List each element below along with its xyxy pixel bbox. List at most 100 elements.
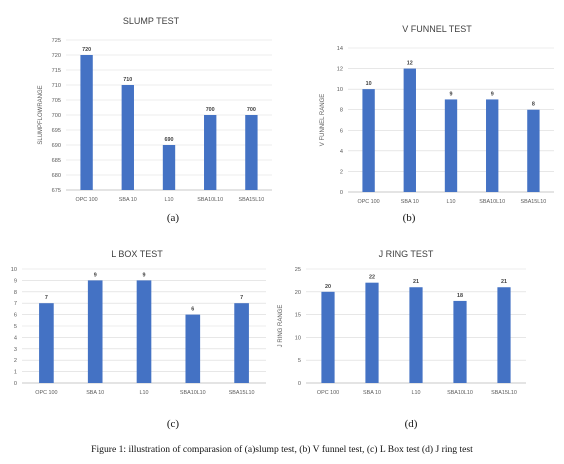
- y-tick-label: 3: [14, 347, 17, 353]
- y-tick-label: 685: [52, 158, 61, 164]
- x-tick-label: SBA10L10: [479, 199, 505, 205]
- x-tick-label: SBA 10: [119, 197, 137, 203]
- y-axis-label: V FUNNEL RANGE: [320, 94, 326, 146]
- chart-title: J RING TEST: [379, 249, 434, 259]
- x-tick-label: SBA10L10: [180, 390, 206, 396]
- x-tick-label: SBA 10: [401, 199, 419, 205]
- y-tick-label: 705: [52, 98, 61, 104]
- sub-label-c: (c): [166, 418, 180, 430]
- chart-title: V FUNNEL TEST: [402, 24, 472, 34]
- y-tick-label: 8: [14, 290, 17, 296]
- y-tick-label: 10: [11, 267, 17, 273]
- y-tick-label: 20: [295, 290, 301, 296]
- data-label: 22: [369, 275, 375, 281]
- data-label: 10: [366, 81, 372, 87]
- y-tick-label: 715: [52, 68, 61, 74]
- x-tick-label: SBA10L10: [447, 390, 473, 396]
- x-tick-label: SBA15L10: [491, 390, 517, 396]
- x-tick-label: L10: [412, 390, 421, 396]
- y-tick-label: 695: [52, 128, 61, 134]
- x-tick-label: OPC 100: [76, 197, 98, 203]
- bar: [527, 109, 540, 192]
- x-tick-label: SBA10L10: [197, 197, 223, 203]
- y-tick-label: 7: [14, 301, 17, 307]
- data-label: 700: [247, 107, 256, 113]
- chart-panel-lbox: L BOX TEST012345678910L BOX RANGE7OPC 10…: [2, 245, 272, 396]
- y-tick-label: 680: [52, 173, 61, 179]
- y-tick-label: 0: [298, 381, 301, 387]
- chart-panel-jring: J RING TEST 0 5 10 15 20 25 J RING RANGE 20 OPC 1…: [278, 245, 530, 397]
- x-tick-label: L10: [447, 199, 456, 205]
- y-tick-label: 2: [340, 169, 343, 175]
- sub-label-a: (a): [166, 212, 180, 224]
- bar: [362, 89, 375, 192]
- x-tick-label: SBA 10: [86, 390, 104, 396]
- bar: [87, 280, 103, 383]
- y-tick-label: 2: [14, 358, 17, 364]
- bar: [486, 99, 499, 192]
- x-tick-label: OPC 100: [317, 390, 339, 396]
- x-tick-label: SBA15L10: [521, 199, 547, 205]
- y-tick-label: 4: [340, 149, 343, 155]
- y-tick-label: 1: [14, 370, 17, 376]
- slump-test-chart: SLUMP TEST 675 680 685 690 695 700 705 710 715 720…: [38, 16, 272, 203]
- y-tick-label: 675: [52, 188, 61, 194]
- data-label: 700: [206, 107, 215, 113]
- data-label: 7: [240, 295, 243, 301]
- y-tick-label: 14: [337, 46, 343, 52]
- bar: [80, 55, 93, 190]
- chart-title: SLUMP TEST: [123, 16, 180, 26]
- y-tick-label: 6: [340, 128, 343, 134]
- bar: [245, 115, 258, 190]
- bar: [409, 287, 423, 383]
- data-label: 18: [457, 293, 463, 299]
- y-tick-label: 710: [52, 83, 61, 89]
- y-tick-label: 700: [52, 113, 61, 119]
- data-label: 9: [450, 91, 453, 97]
- y-axis-label: J RING RANGE: [278, 305, 284, 348]
- y-tick-label: 9: [14, 278, 17, 284]
- data-label: 710: [123, 77, 132, 83]
- bar: [453, 300, 467, 383]
- chart-panel-vfunnel: V FUNNEL TEST 0 2 4 6 8 10 12 14 V FUNNEL RANGE 10…: [314, 10, 560, 210]
- chart-title: L BOX TEST: [111, 249, 163, 259]
- x-tick-label: L10: [165, 197, 174, 203]
- sub-label-d: (d): [404, 418, 418, 430]
- data-label: 9: [94, 272, 97, 278]
- bar: [444, 99, 458, 192]
- bar: [204, 115, 217, 190]
- y-tick-label: 720: [52, 53, 61, 59]
- data-label: 12: [407, 61, 413, 67]
- data-label: 7: [45, 295, 48, 301]
- bar: [185, 314, 201, 383]
- data-label: 8: [532, 102, 535, 108]
- x-tick-label: SBA 10: [363, 390, 381, 396]
- bar: [136, 280, 152, 383]
- bar: [497, 287, 511, 383]
- y-tick-label: 25: [295, 267, 301, 273]
- bar: [403, 68, 416, 192]
- y-tick-label: 0: [340, 190, 343, 196]
- y-tick-label: 10: [337, 87, 343, 93]
- bar: [365, 282, 379, 383]
- y-tick-label: 4: [14, 335, 17, 341]
- x-tick-label: OPC 100: [35, 390, 57, 396]
- data-label: 21: [413, 279, 419, 285]
- bar: [39, 303, 54, 383]
- data-label: 20: [325, 284, 331, 290]
- j-ring-test-chart: J RING TEST 0 5 10 15 20 25 J RING RANGE 20 OPC 1…: [278, 249, 526, 396]
- y-tick-label: 0: [14, 381, 17, 387]
- data-label: 21: [501, 279, 507, 285]
- bar: [162, 145, 176, 190]
- y-tick-label: 8: [340, 108, 343, 114]
- l-box-test-chart: L BOX TEST012345678910L BOX RANGE7OPC 10…: [11, 249, 266, 396]
- y-tick-label: 6: [14, 313, 17, 319]
- y-tick-label: 5: [14, 324, 17, 330]
- y-tick-label: 725: [52, 38, 61, 44]
- y-tick-label: 15: [295, 313, 301, 319]
- y-tick-label: 10: [295, 335, 301, 341]
- bar: [121, 85, 134, 190]
- data-label: 9: [143, 272, 146, 278]
- data-label: 6: [191, 307, 194, 313]
- y-tick-label: 12: [337, 67, 343, 73]
